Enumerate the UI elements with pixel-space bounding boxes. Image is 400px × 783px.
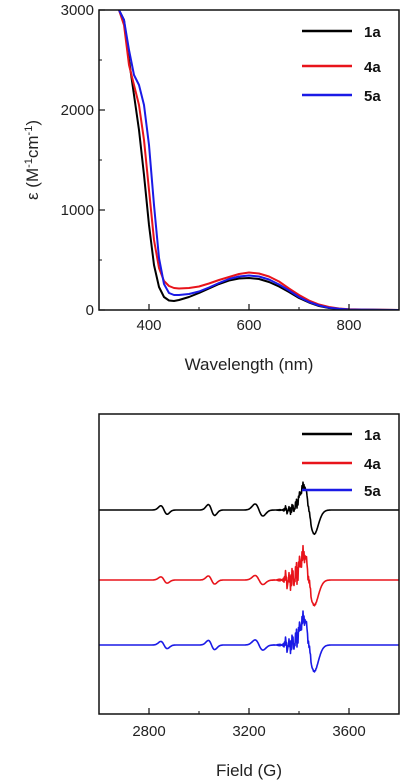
epr-legend: 1a 4a 5a bbox=[302, 427, 381, 500]
uvvis-ytick-label: 1000 bbox=[61, 202, 94, 219]
epr-series-4a bbox=[99, 544, 399, 607]
epr-series-lines bbox=[99, 481, 399, 673]
uvvis-series-4a bbox=[118, 10, 399, 310]
uvvis-xtick-label: 800 bbox=[336, 317, 361, 334]
uvvis-plot-frame bbox=[98, 9, 400, 311]
legend-label-5a: 5a bbox=[364, 483, 381, 500]
epr-xtick-label: 3600 bbox=[332, 723, 365, 740]
uvvis-ytick-label: 0 bbox=[86, 302, 94, 319]
epr-series-1a bbox=[99, 481, 399, 536]
uvvis-xtick-label: 600 bbox=[236, 317, 261, 334]
uvvis-series-5a bbox=[118, 10, 399, 310]
uvvis-ticks: 400 600 800 0 1000 2000 3000 bbox=[61, 2, 362, 334]
legend-label-1a: 1a bbox=[364, 24, 381, 41]
epr-plot-frame bbox=[98, 413, 400, 715]
uvvis-xlabel: Wavelength (nm) bbox=[185, 355, 314, 374]
epr-ticks: 2800 3200 3600 bbox=[132, 708, 366, 740]
uvvis-series-lines bbox=[118, 10, 399, 310]
legend-label-1a: 1a bbox=[364, 427, 381, 444]
uvvis-legend: 1a 4a 5a bbox=[302, 24, 381, 105]
uvvis-chart: 400 600 800 0 1000 2000 3000 Wavelength (nm) ε… bbox=[23, 2, 400, 374]
epr-xtick-label: 3200 bbox=[232, 723, 265, 740]
uvvis-ytick-label: 2000 bbox=[61, 102, 94, 119]
legend-label-4a: 4a bbox=[364, 456, 381, 473]
legend-label-5a: 5a bbox=[364, 88, 381, 105]
epr-series-5a bbox=[99, 610, 399, 673]
epr-chart: 2800 3200 3600 Field (G) 1a 4a 5a bbox=[98, 413, 400, 780]
uvvis-ytick-label: 3000 bbox=[61, 2, 94, 19]
epr-xtick-label: 2800 bbox=[132, 723, 165, 740]
uvvis-xtick-label: 400 bbox=[136, 317, 161, 334]
uvvis-ylabel: ε (M-1cm-1) bbox=[23, 120, 42, 200]
legend-label-4a: 4a bbox=[364, 59, 381, 76]
epr-xlabel: Field (G) bbox=[216, 761, 282, 780]
